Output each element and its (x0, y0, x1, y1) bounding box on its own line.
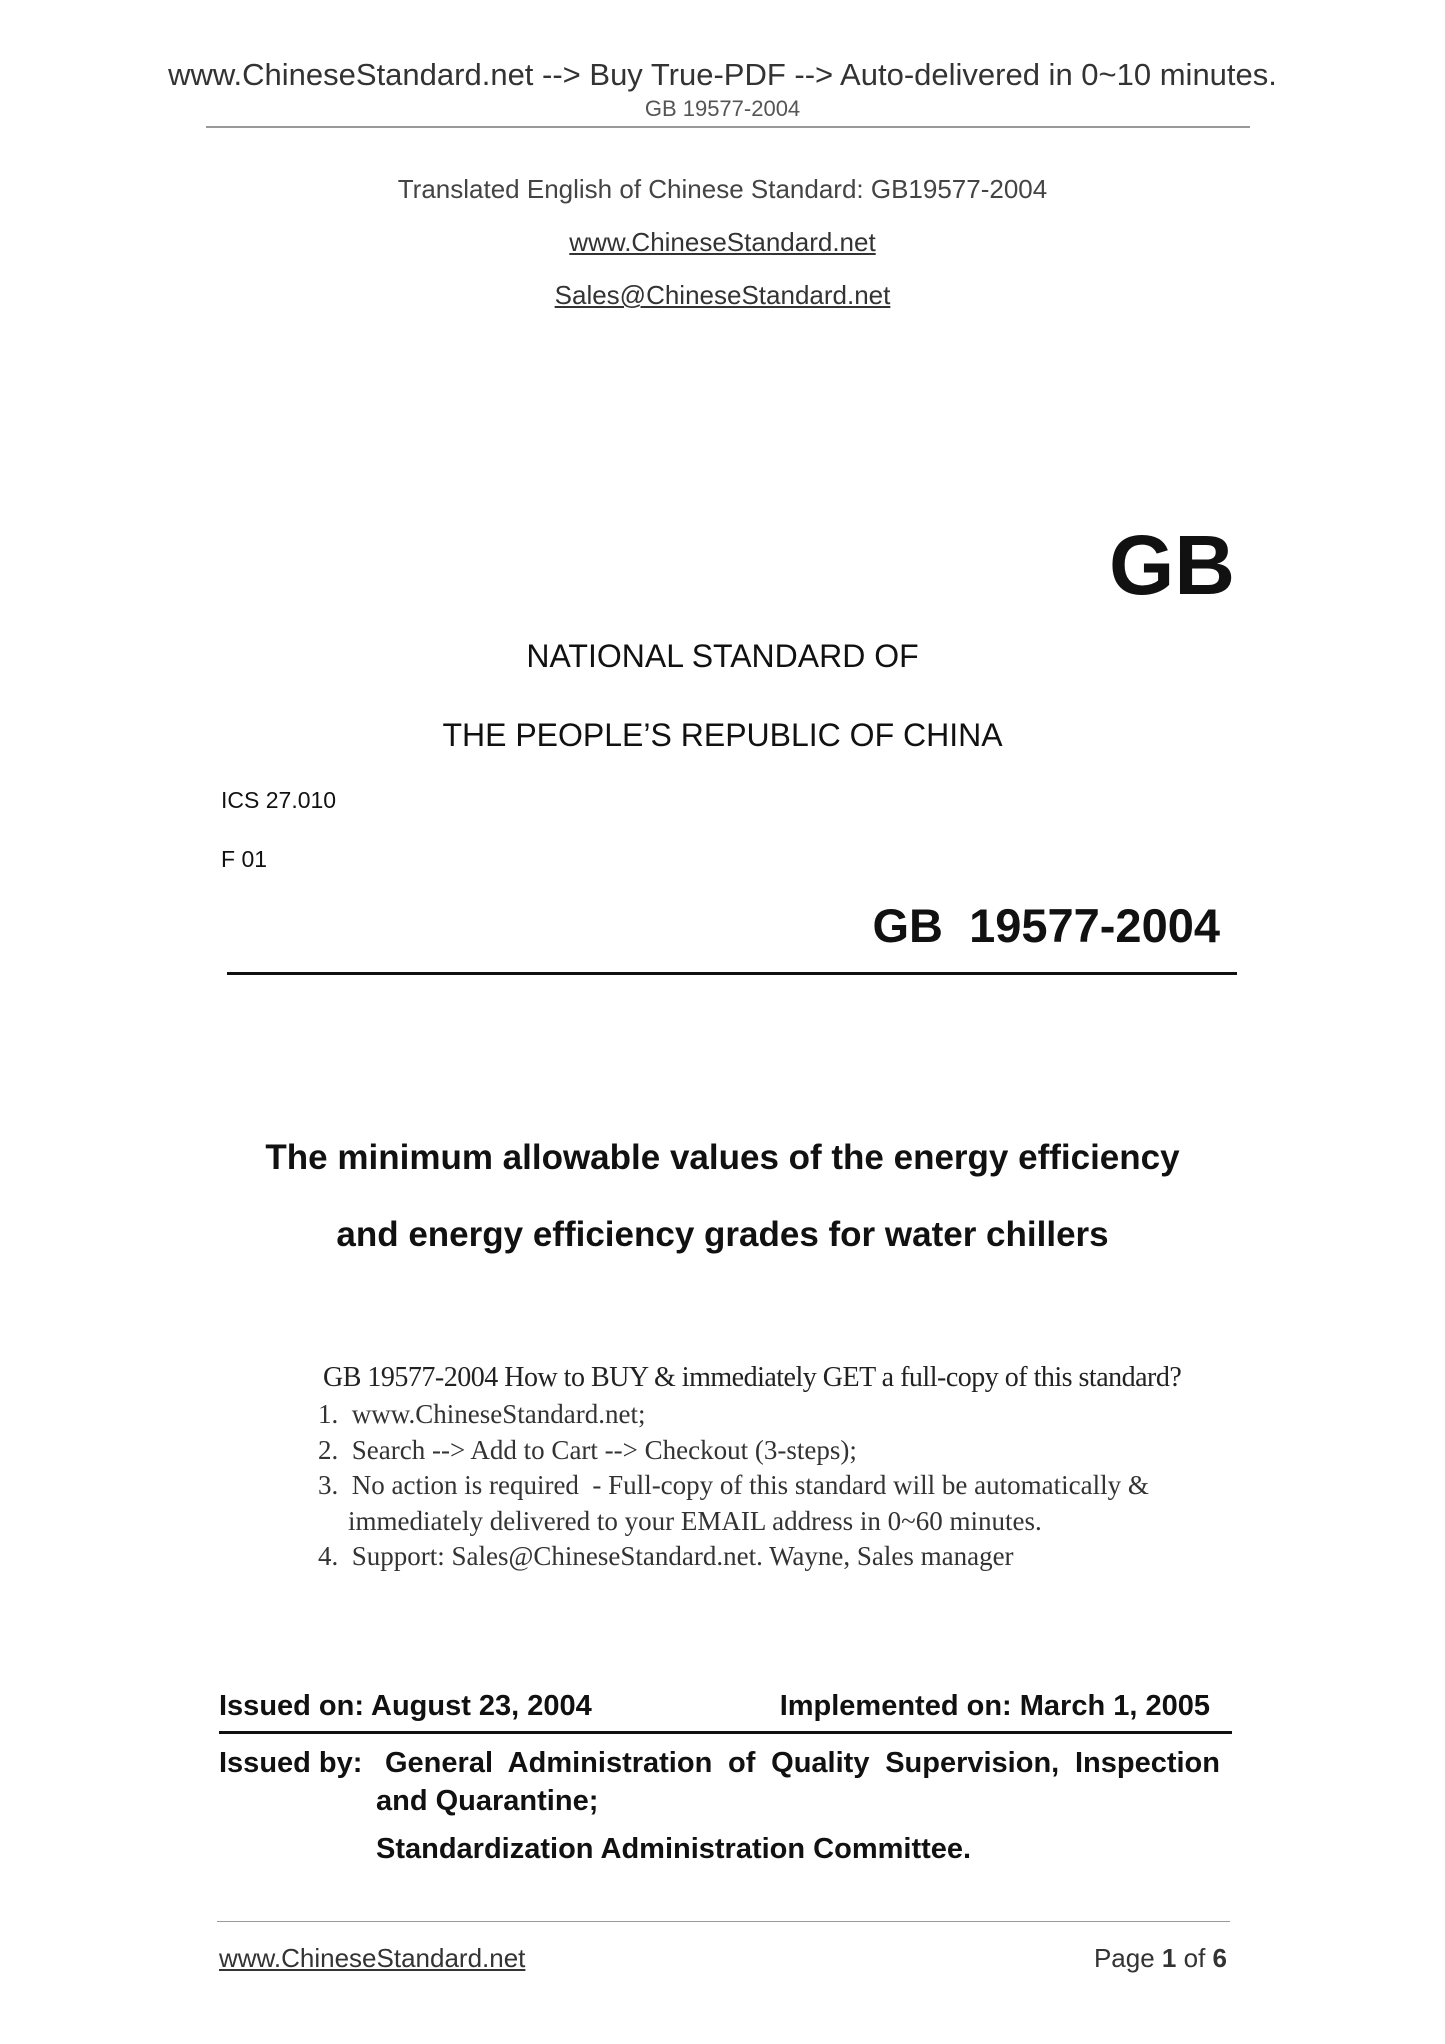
buy-item: 3. No action is required - Full-copy of … (318, 1470, 1149, 1500)
banner: www.ChineseStandard.net --> Buy True-PDF… (168, 57, 1277, 92)
page-prefix: Page (1093, 1943, 1162, 1973)
title-line1: The minimum allowable values of the ener… (265, 1138, 1180, 1177)
page-total: 6 (1212, 1943, 1227, 1973)
national-line1: NATIONAL STANDARD OF (526, 638, 919, 674)
email-link[interactable]: Sales@ChineseStandard.net (554, 280, 891, 310)
gb-logo: GB (1109, 518, 1235, 612)
issued-by-line3: Standardization Administration Committee… (376, 1833, 972, 1865)
issue-divider (219, 1731, 1232, 1734)
implemented-on: Implemented on: March 1, 2005 (779, 1690, 1210, 1722)
translated-line: Translated English of Chinese Standard: … (397, 174, 1048, 204)
running-header: GB 19577-2004 (644, 96, 801, 121)
footer-divider (217, 1921, 1230, 1922)
header-divider (206, 126, 1250, 128)
title-line2: and energy efficiency grades for water c… (336, 1215, 1109, 1254)
ccs-code: F 01 (221, 846, 268, 872)
title-divider (227, 972, 1237, 975)
buy-item: immediately delivered to your EMAIL addr… (348, 1506, 1042, 1536)
buy-heading: GB 19577-2004 How to BUY & immediately G… (323, 1362, 1182, 1393)
buy-item: 2. Search --> Add to Cart --> Checkout (… (318, 1435, 857, 1465)
issued-by-line1: General Administration of Quality Superv… (385, 1747, 1220, 1779)
buy-item: 4. Support: Sales@ChineseStandard.net. W… (318, 1541, 1014, 1571)
national-line2: THE PEOPLE’S REPUBLIC OF CHINA (442, 717, 1003, 753)
footer-website-link[interactable]: www.ChineseStandard.net (219, 1943, 526, 1973)
buy-item: 1. www.ChineseStandard.net; (318, 1399, 646, 1429)
issued-by-line2: and Quarantine; (376, 1785, 599, 1817)
page-number: Page 1 of 6 (1094, 1943, 1227, 1974)
website-link[interactable]: www.ChineseStandard.net (569, 227, 876, 257)
page-of: of (1176, 1943, 1213, 1973)
issued-on: Issued on: August 23, 2004 (219, 1690, 592, 1722)
page-current: 1 (1161, 1943, 1177, 1973)
ics-code: ICS 27.010 (221, 787, 337, 813)
issued-by-label: Issued by: (219, 1747, 363, 1779)
standard-number: GB 19577-2004 (872, 899, 1220, 952)
